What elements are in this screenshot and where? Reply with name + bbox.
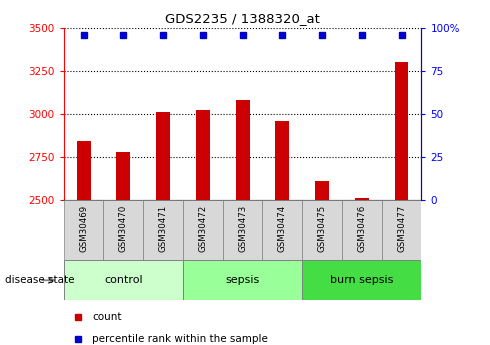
Bar bbox=[382, 200, 421, 260]
Text: GSM30474: GSM30474 bbox=[278, 205, 287, 252]
Bar bbox=[64, 260, 183, 300]
Bar bbox=[156, 112, 170, 200]
Text: count: count bbox=[92, 312, 122, 322]
Bar bbox=[342, 200, 382, 260]
Bar bbox=[196, 110, 210, 200]
Bar bbox=[302, 200, 342, 260]
Bar bbox=[116, 152, 130, 200]
Text: GSM30477: GSM30477 bbox=[397, 205, 406, 252]
Bar bbox=[275, 121, 289, 200]
Text: GSM30471: GSM30471 bbox=[159, 205, 168, 252]
Text: GSM30475: GSM30475 bbox=[318, 205, 326, 252]
Text: control: control bbox=[104, 275, 143, 285]
Bar bbox=[263, 200, 302, 260]
Bar bbox=[143, 200, 183, 260]
Bar bbox=[394, 62, 409, 200]
Bar bbox=[355, 198, 369, 200]
Bar bbox=[302, 260, 421, 300]
Bar bbox=[315, 181, 329, 200]
Text: disease state: disease state bbox=[5, 275, 74, 285]
Bar bbox=[64, 200, 103, 260]
Text: burn sepsis: burn sepsis bbox=[330, 275, 393, 285]
Text: GSM30473: GSM30473 bbox=[238, 205, 247, 252]
Bar bbox=[236, 100, 249, 200]
Bar bbox=[183, 200, 222, 260]
Title: GDS2235 / 1388320_at: GDS2235 / 1388320_at bbox=[165, 12, 320, 25]
Bar bbox=[183, 260, 302, 300]
Text: GSM30469: GSM30469 bbox=[79, 205, 88, 252]
Text: GSM30476: GSM30476 bbox=[357, 205, 367, 252]
Text: sepsis: sepsis bbox=[225, 275, 260, 285]
Text: GSM30472: GSM30472 bbox=[198, 205, 207, 252]
Bar bbox=[76, 141, 91, 200]
Text: GSM30470: GSM30470 bbox=[119, 205, 128, 252]
Bar bbox=[103, 200, 143, 260]
Text: percentile rank within the sample: percentile rank within the sample bbox=[92, 334, 268, 344]
Bar bbox=[222, 200, 263, 260]
